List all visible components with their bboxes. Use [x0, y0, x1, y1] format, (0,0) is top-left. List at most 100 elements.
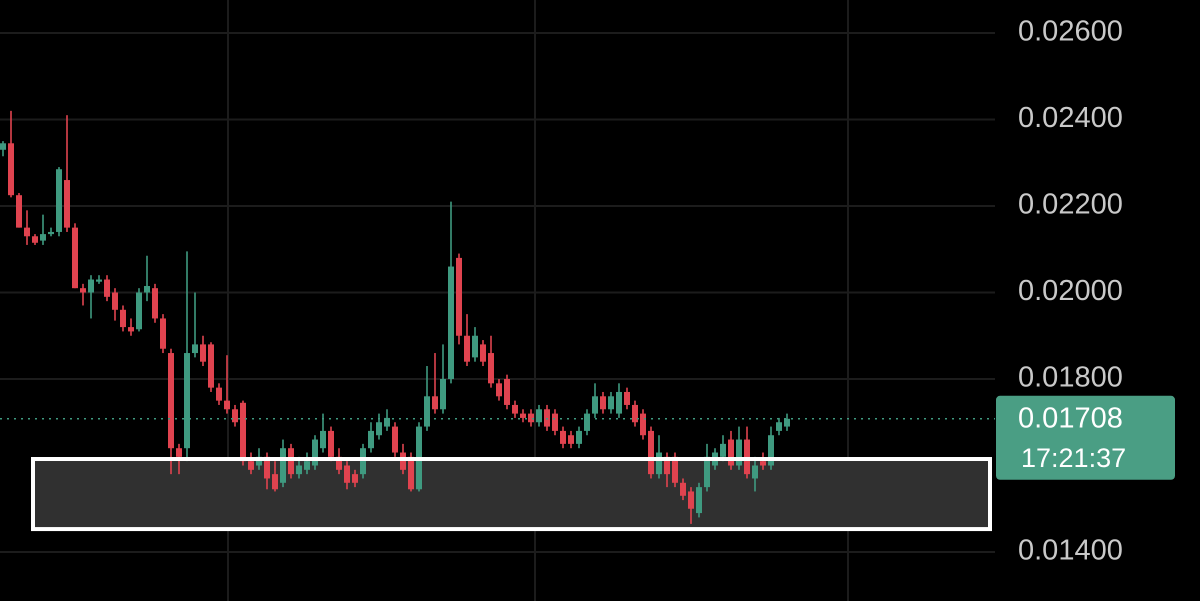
- candle-body: [592, 396, 598, 414]
- candle-body: [480, 344, 486, 362]
- candle-body: [688, 491, 694, 509]
- candle-body: [496, 383, 502, 397]
- candle-body: [192, 344, 198, 354]
- candle-body: [120, 309, 126, 328]
- candle-body: [584, 413, 590, 431]
- candle-body: [0, 143, 6, 150]
- y-tick-label: 0.02400: [1018, 102, 1123, 134]
- candle-body: [368, 430, 374, 449]
- candle-body: [328, 430, 334, 457]
- candle-body: [216, 387, 222, 401]
- candle-body: [232, 409, 238, 423]
- candle-body: [288, 448, 294, 475]
- candle-body: [440, 378, 446, 410]
- candle-body: [424, 396, 430, 427]
- highlight-zone-outline: [31, 457, 992, 532]
- candle-body: [88, 279, 94, 293]
- candle-body: [624, 391, 630, 405]
- candle-body: [248, 461, 254, 470]
- candle-body: [32, 236, 38, 243]
- candle-body: [168, 353, 174, 449]
- candle-body: [160, 318, 166, 349]
- candle-body: [464, 335, 470, 362]
- candle-body: [784, 418, 790, 427]
- candle-body: [352, 474, 358, 483]
- candle-body: [264, 456, 270, 479]
- candle-body: [272, 474, 278, 490]
- candle-body: [128, 327, 134, 332]
- candle-body: [400, 452, 406, 470]
- candle-body: [360, 448, 366, 475]
- candle-body: [672, 456, 678, 483]
- y-tick-label: 0.01400: [1018, 535, 1123, 567]
- candle-body: [760, 461, 766, 466]
- candle-body: [536, 409, 542, 423]
- candle-body: [176, 448, 182, 457]
- candle-body: [152, 288, 158, 319]
- candle-body: [104, 279, 110, 297]
- candle-body: [96, 279, 102, 282]
- price-tag: [996, 395, 1175, 480]
- candle-body: [376, 422, 382, 436]
- candle-body: [560, 430, 566, 444]
- candle-body: [752, 465, 758, 479]
- candle-body: [568, 435, 574, 444]
- candle-body: [736, 439, 742, 466]
- candle-body: [520, 413, 526, 418]
- last-price-label: 0.01708: [1018, 402, 1123, 434]
- highlight-zone-fill: [33, 459, 990, 530]
- candle-body: [64, 180, 70, 228]
- candle-body: [776, 422, 782, 431]
- candle-body: [112, 292, 118, 310]
- candle-body: [448, 266, 454, 379]
- candle-body: [304, 461, 310, 470]
- candle-body: [200, 344, 206, 362]
- candle-body: [608, 396, 614, 410]
- candle-body: [720, 443, 726, 457]
- candle-body: [320, 430, 326, 449]
- candle-body: [56, 169, 62, 232]
- candle-body: [312, 439, 318, 466]
- candle-body: [512, 404, 518, 414]
- candle-body: [488, 353, 494, 384]
- candle-body: [144, 286, 150, 293]
- candle-body: [80, 288, 86, 293]
- candle-body: [616, 391, 622, 414]
- candle-body: [528, 413, 534, 423]
- candle-body: [728, 439, 734, 466]
- candle-body: [336, 456, 342, 470]
- candle-body: [184, 353, 190, 449]
- candle-body: [296, 465, 302, 475]
- countdown-label: 17:21:37: [1021, 443, 1126, 473]
- candle-body: [24, 227, 30, 237]
- y-tick-label: 0.01800: [1018, 362, 1123, 394]
- candle-body: [136, 292, 142, 330]
- y-tick-label: 0.02200: [1018, 189, 1123, 221]
- candle-body: [16, 195, 22, 228]
- candle-body: [768, 435, 774, 466]
- candle-body: [72, 227, 78, 289]
- candle-body: [208, 344, 214, 388]
- candle-body: [552, 413, 558, 431]
- candle-body: [600, 396, 606, 410]
- candle-body: [384, 417, 390, 427]
- candle-body: [240, 402, 246, 462]
- y-tick-label: 0.02600: [1018, 16, 1123, 48]
- candle-body: [48, 231, 54, 235]
- candle-body: [224, 400, 230, 410]
- candle-body: [256, 456, 262, 466]
- candle-body: [576, 430, 582, 444]
- y-tick-label: 0.02000: [1018, 275, 1123, 307]
- candle-body: [744, 439, 750, 475]
- candle-body: [8, 143, 14, 196]
- candle-body: [696, 487, 702, 514]
- candle-body: [472, 335, 478, 358]
- candle-body: [392, 426, 398, 453]
- candle-body: [704, 456, 710, 488]
- candle-body: [40, 234, 46, 241]
- candle-body: [648, 430, 654, 475]
- candle-body: [656, 452, 662, 475]
- candle-body: [680, 482, 686, 496]
- candle-body: [280, 448, 286, 483]
